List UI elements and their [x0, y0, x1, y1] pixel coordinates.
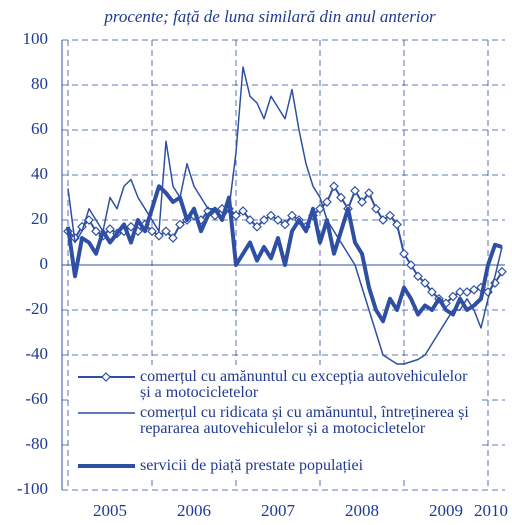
point-marker	[322, 197, 332, 207]
x-tick-label: 2005	[93, 501, 127, 520]
series-line	[67, 185, 503, 305]
point-marker	[91, 226, 101, 237]
point-marker	[406, 260, 416, 270]
x-tick-label: 2007	[261, 501, 296, 520]
point-marker	[357, 197, 367, 207]
point-marker	[448, 291, 458, 302]
y-tick-label: 100	[23, 29, 49, 48]
point-marker	[280, 219, 290, 230]
y-tick-label: -40	[25, 344, 48, 363]
point-marker	[154, 230, 164, 241]
y-tick-label: -20	[25, 299, 48, 318]
y-tick-label: 60	[31, 119, 48, 138]
point-marker	[371, 203, 381, 214]
point-marker	[336, 192, 346, 203]
point-marker	[245, 215, 255, 225]
point-marker	[147, 226, 157, 237]
point-marker	[420, 278, 430, 288]
point-marker	[399, 248, 409, 259]
y-tick-label: 40	[31, 164, 48, 183]
point-marker	[266, 210, 276, 221]
y-tick-label: -80	[25, 434, 48, 453]
legend-label: comerțul cu ridicata și cu amănuntul, în…	[140, 404, 469, 437]
point-marker	[252, 221, 262, 232]
series-line	[67, 66, 503, 365]
point-marker	[455, 287, 465, 297]
point-marker	[175, 219, 185, 230]
chart-title: procente; față de luna similară din anul…	[103, 7, 436, 26]
point-marker	[231, 210, 241, 221]
legend-label: comerțul cu amănuntul cu excepția autove…	[140, 368, 468, 401]
point-marker	[427, 287, 437, 297]
point-marker	[350, 185, 360, 196]
legend-marker	[101, 372, 111, 382]
y-tick-label: -60	[25, 389, 48, 408]
legend-bg	[70, 365, 480, 480]
y-tick-label: 0	[40, 254, 49, 273]
point-marker	[238, 206, 248, 216]
point-marker	[469, 284, 479, 295]
point-marker	[385, 210, 395, 221]
point-marker	[364, 188, 374, 198]
y-tick-label: 80	[31, 74, 48, 93]
x-tick-label: 2010	[474, 501, 508, 520]
legend-label: servicii de piață prestate populației	[140, 457, 364, 474]
point-marker	[273, 215, 283, 225]
point-marker	[378, 215, 388, 225]
point-marker	[287, 210, 297, 221]
point-marker	[161, 226, 171, 237]
point-marker	[462, 287, 472, 297]
y-tick-label: 20	[31, 209, 48, 228]
point-marker	[497, 266, 507, 277]
point-marker	[105, 224, 115, 234]
point-marker	[126, 221, 136, 232]
point-marker	[413, 271, 423, 282]
x-tick-label: 2006	[177, 501, 211, 520]
x-tick-label: 2008	[345, 501, 379, 520]
point-marker	[168, 233, 178, 243]
point-marker	[329, 181, 339, 192]
point-marker	[259, 215, 269, 225]
y-tick-label: -100	[17, 479, 48, 498]
series-line	[66, 184, 503, 324]
x-tick-label: 2009	[429, 501, 463, 520]
point-marker	[392, 219, 402, 230]
